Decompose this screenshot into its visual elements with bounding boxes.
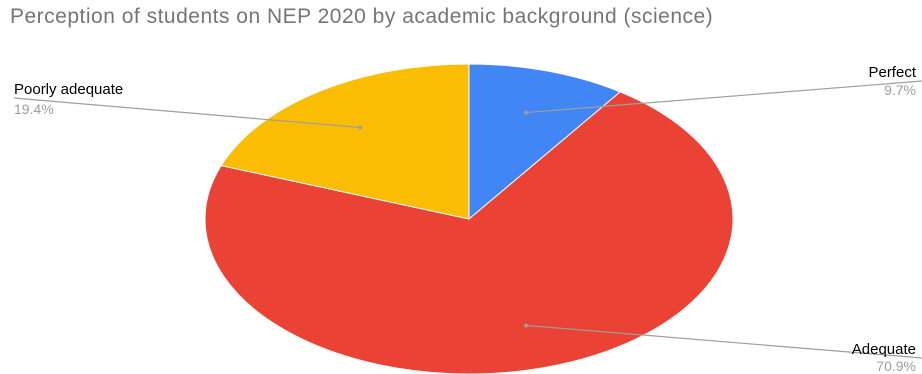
slice-value-perfect: 9.7% xyxy=(884,82,916,98)
chart-title: Perception of students on NEP 2020 by ac… xyxy=(10,5,714,28)
pie-slice-perfect xyxy=(468,63,622,221)
leader-line-perfect xyxy=(525,80,922,114)
slice-label-adequate: Adequate xyxy=(851,341,916,358)
leader-line-adequate xyxy=(525,324,922,359)
slice-label-perfect: Perfect xyxy=(868,64,916,81)
pie-slice-poorly-adequate xyxy=(220,63,470,220)
slice-value-adequate: 70.9% xyxy=(876,358,916,374)
pie-slice-adequate xyxy=(204,91,734,374)
slice-label-poorly-adequate: Poorly adequate xyxy=(14,81,124,98)
leader-dot-poorly-adequate xyxy=(358,125,363,130)
leader-dot-perfect xyxy=(524,110,529,115)
leader-dot-adequate xyxy=(524,323,529,328)
slice-value-poorly-adequate: 19.4% xyxy=(14,101,54,117)
leader-line-poorly-adequate xyxy=(13,97,361,129)
